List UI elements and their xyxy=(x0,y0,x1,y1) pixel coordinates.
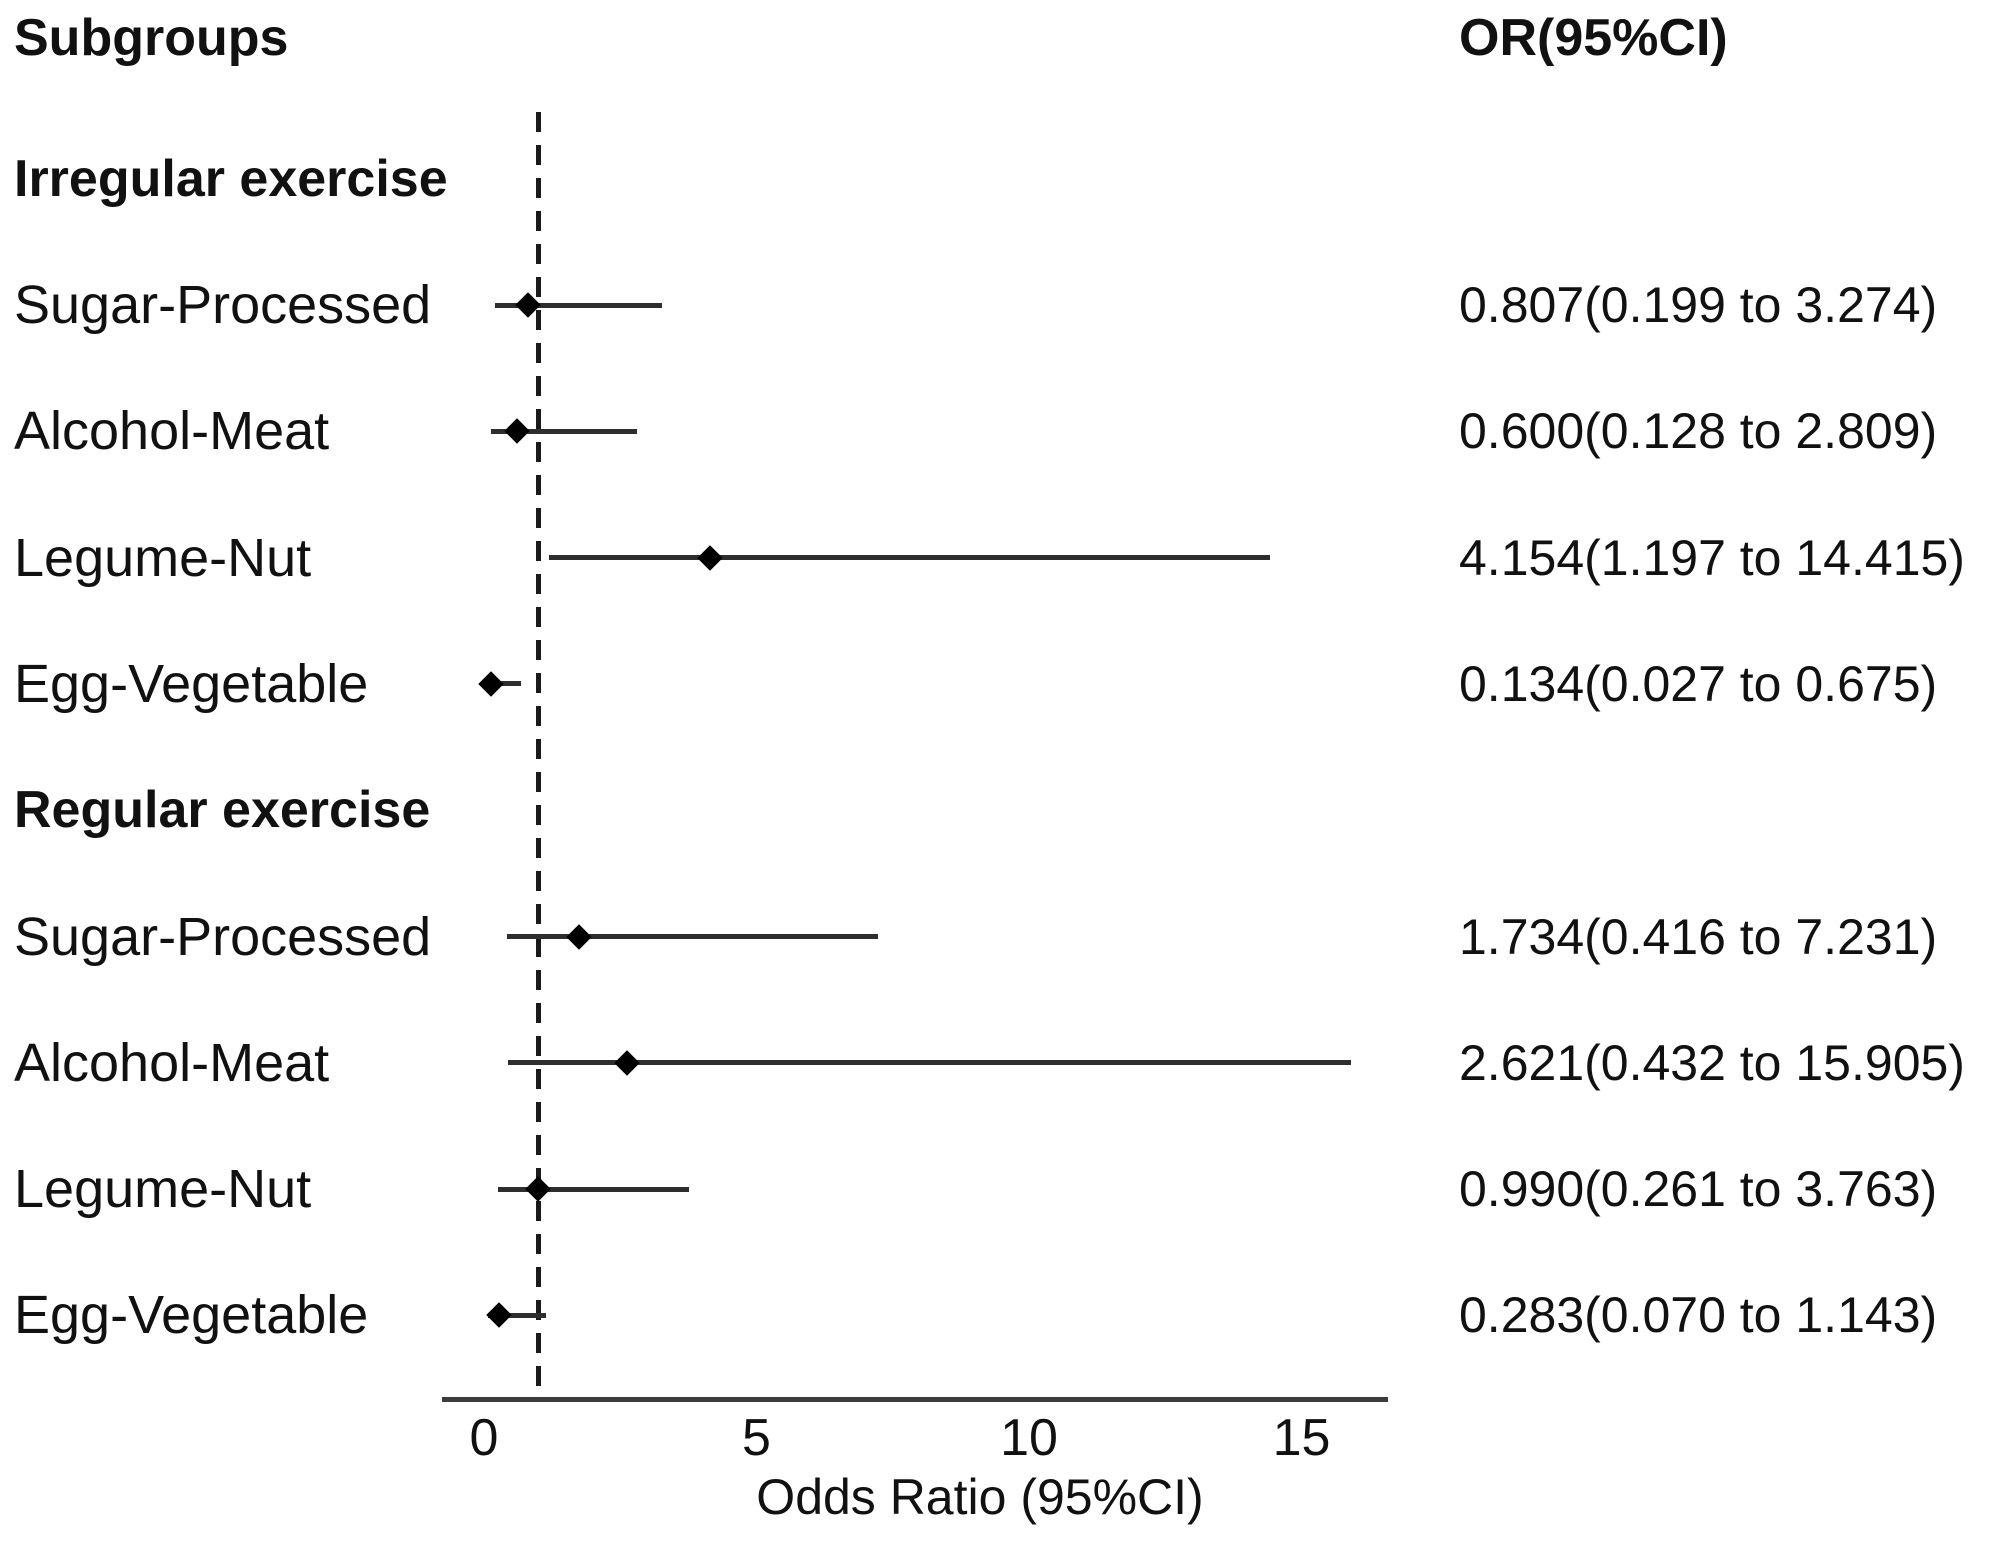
x-tick-label: 15 xyxy=(1272,1409,1331,1467)
row-label: Alcohol-Meat xyxy=(14,1032,330,1093)
ci-line xyxy=(507,1060,1351,1066)
x-tick-label: 10 xyxy=(1000,1409,1058,1467)
or-ci-value: 4.154(1.197 to 14.415) xyxy=(1459,529,1965,586)
or-point-marker xyxy=(697,544,724,571)
or-point-marker xyxy=(565,923,592,950)
group-header: Irregular exercise xyxy=(14,149,448,208)
ci-line xyxy=(498,1186,690,1192)
subgroups-column-header: Subgroups xyxy=(14,9,289,67)
group-header: Regular exercise xyxy=(14,781,431,840)
reference-line xyxy=(536,112,541,1400)
or-ci-value: 0.134(0.027 to 0.675) xyxy=(1459,655,1938,712)
ci-line xyxy=(490,428,638,434)
row-label: Sugar-Processed xyxy=(14,275,432,335)
or-ci-value: 0.807(0.199 to 3.274) xyxy=(1459,277,1938,333)
or-point-marker xyxy=(525,1176,551,1202)
or-ci-value: 0.600(0.128 to 2.809) xyxy=(1459,403,1938,460)
or-ci-value: 0.283(0.070 to 1.143) xyxy=(1459,1287,1938,1344)
or-point-marker xyxy=(478,671,505,697)
ci-line xyxy=(494,302,663,308)
x-axis-title: Odds Ratio (95%CI) xyxy=(756,1469,1204,1525)
ci-line xyxy=(549,555,1270,561)
row-label: Alcohol-Meat xyxy=(14,401,330,462)
or-point-marker xyxy=(486,1302,513,1329)
or-ci-value: 1.734(0.416 to 7.231) xyxy=(1459,908,1938,965)
x-axis-line xyxy=(442,1397,1388,1402)
ci-line xyxy=(487,1312,547,1318)
ci-line xyxy=(506,934,879,939)
row-label: Egg-Vegetable xyxy=(14,1285,369,1346)
x-tick-label: 5 xyxy=(742,1409,771,1467)
or-point-marker xyxy=(614,1050,640,1076)
or-ci-value: 2.621(0.432 to 15.905) xyxy=(1459,1034,1965,1091)
or-point-marker xyxy=(503,418,530,445)
x-tick-label: 0 xyxy=(469,1409,499,1467)
row-label: Egg-Vegetable xyxy=(14,653,369,714)
row-label: Legume-Nut xyxy=(14,1159,312,1220)
row-label: Legume-Nut xyxy=(14,527,312,588)
or-ci-value: 0.990(0.261 to 3.763) xyxy=(1459,1161,1938,1218)
or-ci-column-header: OR(95%CI) xyxy=(1459,9,1728,67)
row-label: Sugar-Processed xyxy=(14,906,432,967)
